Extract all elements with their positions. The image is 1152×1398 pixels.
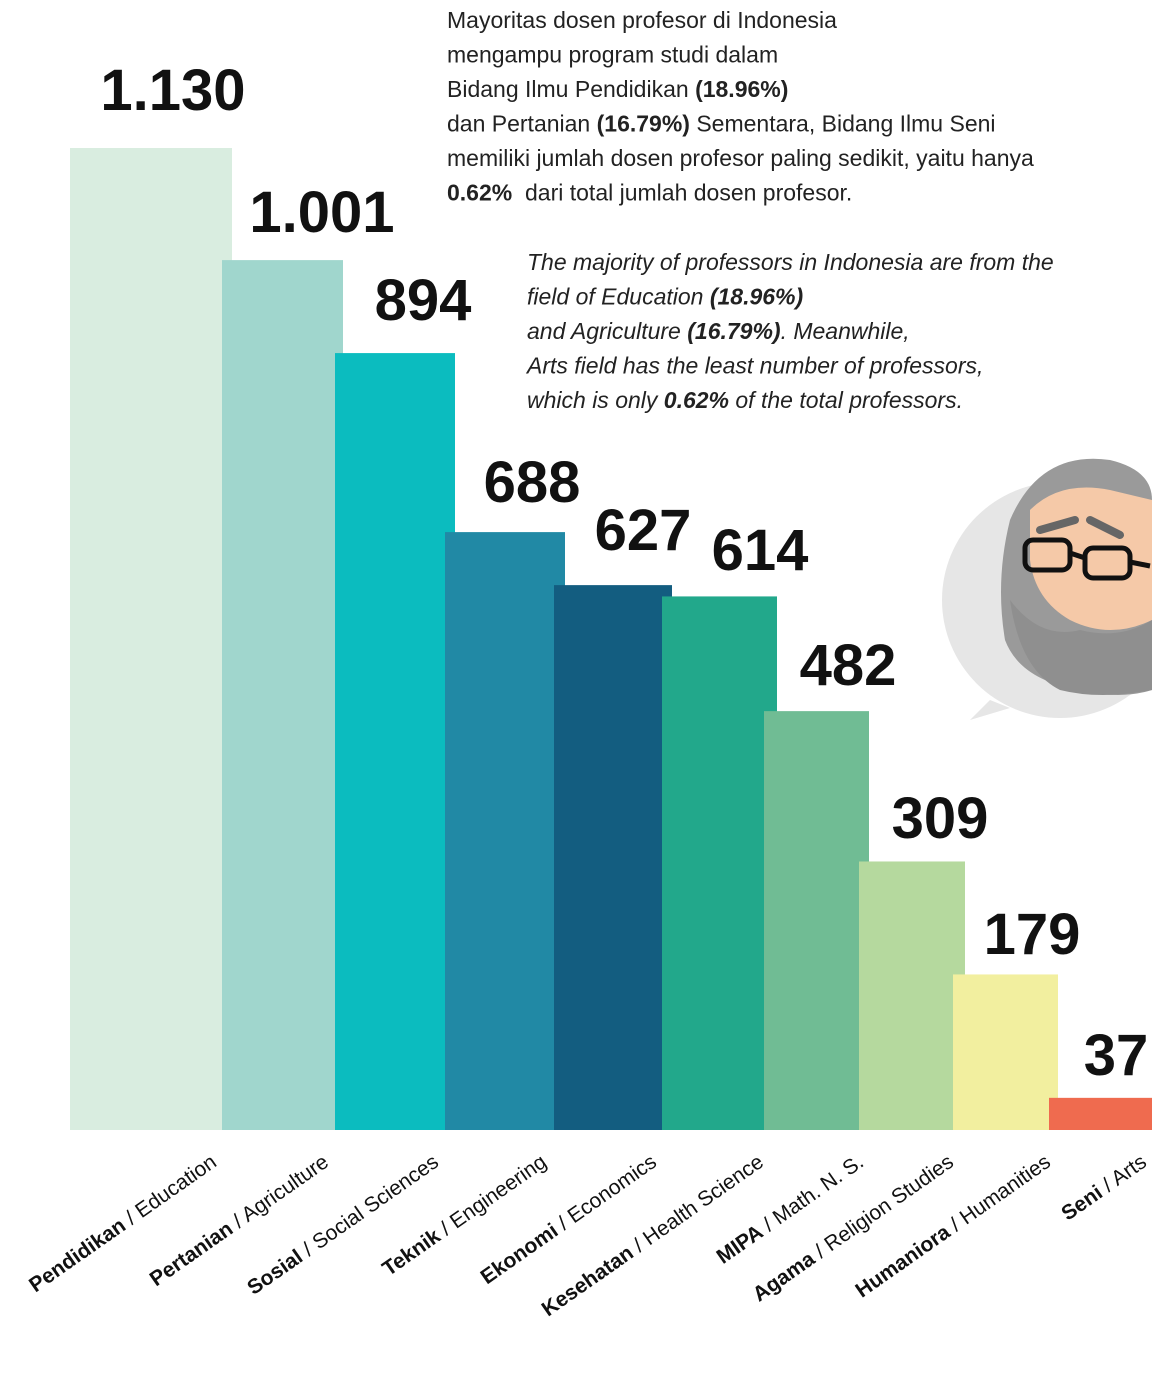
- annotation-line: field of Education (18.96%): [527, 284, 803, 310]
- annotation-line: and Agriculture (16.79%). Meanwhile,: [527, 318, 910, 344]
- bar: [1049, 1098, 1152, 1130]
- annotation-text: (16.79%): [687, 318, 780, 344]
- value-label: 614: [712, 518, 809, 583]
- bar: [859, 861, 965, 1130]
- x-tick-label: Seni / Arts: [1057, 1150, 1151, 1225]
- annotation-line: memiliki jumlah dosen profesor paling se…: [447, 145, 1034, 171]
- annotation-text: dan Pertanian: [447, 111, 597, 137]
- annotation-text: which is only: [527, 387, 664, 413]
- annotation-text: Arts field has the least number of profe…: [525, 353, 983, 379]
- x-tick-label: Pertanian / Agriculture: [146, 1150, 333, 1291]
- annotation-text: mengampu program studi dalam: [447, 42, 778, 68]
- annotation-text: field of Education: [527, 284, 710, 310]
- annotation-text: of the total professors.: [729, 387, 963, 413]
- professor-illustration: [942, 459, 1152, 720]
- bar: [335, 353, 455, 1130]
- bar: [222, 260, 343, 1130]
- value-label: 309: [892, 786, 989, 851]
- bar: [445, 532, 565, 1130]
- annotation-line: The majority of professors in Indonesia …: [527, 249, 1054, 275]
- bar: [662, 596, 777, 1130]
- annotation-text: memiliki jumlah dosen profesor paling se…: [447, 145, 1034, 171]
- annotation-line: mengampu program studi dalam: [447, 42, 778, 68]
- annotation-text: and Agriculture: [527, 318, 687, 344]
- annotation-text: Mayoritas dosen profesor di Indonesia: [447, 7, 837, 33]
- bar: [554, 585, 672, 1130]
- annotation-line: Arts field has the least number of profe…: [525, 353, 983, 379]
- value-label: 37: [1084, 1023, 1149, 1088]
- bar: [70, 148, 232, 1130]
- x-tick-label: Ekonomi / Economics: [477, 1150, 661, 1289]
- x-tick-label: Humaniora / Humanities: [851, 1150, 1054, 1302]
- annotation-line: dan Pertanian (16.79%) Sementara, Bidang…: [447, 111, 996, 137]
- value-label: 1.001: [249, 180, 394, 245]
- x-tick-label: Pendidikan / Education: [25, 1150, 221, 1297]
- chart: 1.130 Pendidikan / Education 1.001 Pertania…: [0, 0, 1152, 1398]
- annotation-text: . Meanwhile,: [781, 318, 910, 344]
- annotation-line: Mayoritas dosen profesor di Indonesia: [447, 7, 837, 33]
- value-label: 627: [595, 498, 692, 563]
- annotation-text: (18.96%): [710, 284, 803, 310]
- bar: [764, 711, 869, 1130]
- annotation-text: 0.62%: [447, 180, 512, 206]
- annotation-text: Bidang Ilmu Pendidikan: [447, 76, 695, 102]
- annotation-text: (18.96%): [695, 76, 788, 102]
- annotation-text: (16.79%): [597, 111, 690, 137]
- value-label: 179: [984, 902, 1081, 967]
- value-label: 482: [800, 633, 897, 698]
- annotation-text: 0.62%: [664, 387, 729, 413]
- value-label: 894: [375, 268, 472, 333]
- annotation-text: Sementara, Bidang Ilmu Seni: [690, 111, 996, 137]
- value-label: 688: [484, 450, 581, 515]
- bar: [953, 974, 1058, 1130]
- annotation-line: Bidang Ilmu Pendidikan (18.96%): [447, 76, 788, 102]
- x-tick-label: Sosial / Social Sciences: [243, 1150, 443, 1299]
- annotation-line: 0.62% dari total jumlah dosen profesor.: [447, 180, 852, 206]
- value-label: 1.130: [100, 58, 245, 123]
- annotation-line: which is only 0.62% of the total profess…: [527, 387, 963, 413]
- annotation-text: dari total jumlah dosen profesor.: [512, 180, 852, 206]
- annotation-text: The majority of professors in Indonesia …: [527, 249, 1054, 275]
